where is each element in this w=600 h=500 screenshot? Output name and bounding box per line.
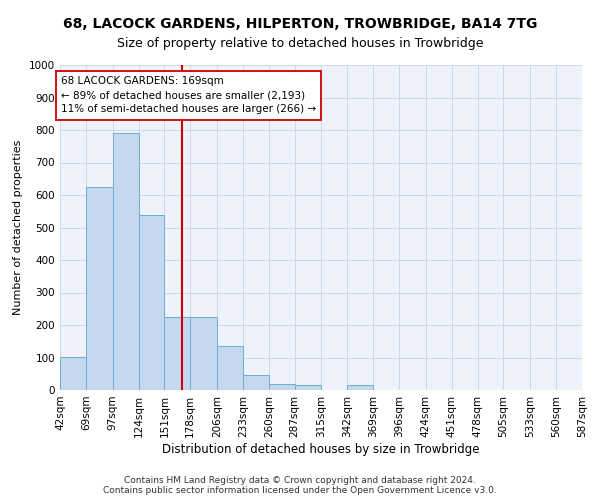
Bar: [347, 385, 373, 390]
Text: 68 LACOCK GARDENS: 169sqm
← 89% of detached houses are smaller (2,193)
11% of se: 68 LACOCK GARDENS: 169sqm ← 89% of detac…: [61, 76, 316, 114]
Bar: [243, 376, 269, 390]
Bar: [164, 317, 190, 390]
Bar: [217, 346, 243, 390]
Bar: [113, 133, 139, 390]
Bar: [86, 187, 113, 390]
Bar: [269, 384, 295, 390]
Bar: [295, 385, 322, 390]
Text: 68, LACOCK GARDENS, HILPERTON, TROWBRIDGE, BA14 7TG: 68, LACOCK GARDENS, HILPERTON, TROWBRIDG…: [63, 18, 537, 32]
X-axis label: Distribution of detached houses by size in Trowbridge: Distribution of detached houses by size …: [162, 442, 480, 456]
Bar: [139, 214, 164, 390]
Text: Contains HM Land Registry data © Crown copyright and database right 2024.
Contai: Contains HM Land Registry data © Crown c…: [103, 476, 497, 495]
Y-axis label: Number of detached properties: Number of detached properties: [13, 140, 23, 315]
Bar: [190, 317, 217, 390]
Bar: [60, 356, 86, 390]
Text: Size of property relative to detached houses in Trowbridge: Size of property relative to detached ho…: [117, 38, 483, 51]
